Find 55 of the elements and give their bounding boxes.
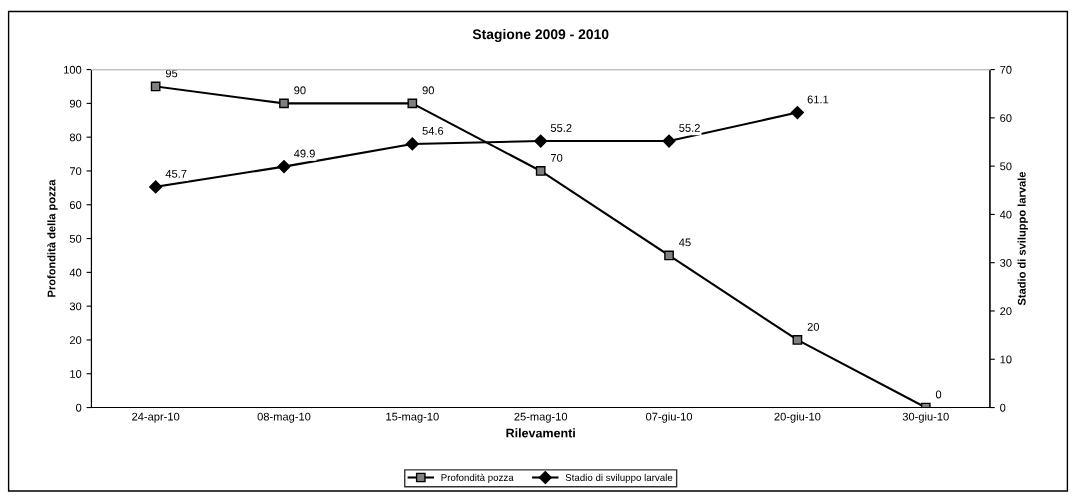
point bbox=[790, 105, 804, 120]
y-tick-label: 20 bbox=[69, 336, 82, 345]
x-tick-label: 20-giu-10 bbox=[774, 412, 821, 423]
point bbox=[407, 98, 418, 109]
y2-tick-label: 20 bbox=[1000, 307, 1012, 316]
x-tick-label: 15-mag-10 bbox=[386, 412, 439, 423]
y-tick-label: 50 bbox=[69, 234, 82, 243]
point bbox=[279, 98, 289, 109]
y-tick-label: 0 bbox=[75, 403, 82, 412]
y-tick-label: 30 bbox=[69, 302, 82, 311]
x-axis-title: Rilevamenti bbox=[506, 428, 575, 438]
point bbox=[277, 160, 291, 174]
data-label: 55.2 bbox=[550, 124, 572, 132]
point bbox=[534, 134, 548, 148]
legend-label: Profondità pozza bbox=[441, 473, 514, 483]
point bbox=[664, 250, 674, 261]
x-tick-label: 25-mag-10 bbox=[514, 412, 568, 423]
data-label: 61.1 bbox=[807, 95, 829, 104]
y-tick-label: 70 bbox=[69, 167, 82, 176]
y-tick-label: 60 bbox=[69, 201, 82, 209]
data-label: 90 bbox=[422, 86, 434, 95]
data-label: 20 bbox=[807, 322, 820, 331]
point bbox=[792, 335, 803, 345]
y2-tick-label: 10 bbox=[1000, 355, 1012, 364]
point bbox=[149, 180, 163, 194]
point bbox=[662, 134, 676, 148]
y-tick-label: 80 bbox=[69, 133, 82, 142]
y2-tick-label: 60 bbox=[1000, 114, 1012, 122]
x-tick-label: 30-giu-10 bbox=[902, 412, 949, 423]
point bbox=[405, 137, 419, 151]
y2-axis-title: Stadio di sviluppo larvale bbox=[1017, 171, 1028, 306]
y-tick-label: 40 bbox=[69, 268, 82, 277]
data-label: 45 bbox=[679, 238, 691, 247]
y2-tick-label: 0 bbox=[1000, 403, 1006, 412]
chart-title: Stagione 2009 - 2010 bbox=[472, 28, 609, 42]
data-label: 55.2 bbox=[679, 124, 700, 132]
data-label: 49.9 bbox=[293, 149, 315, 158]
y2-tick-label: 40 bbox=[999, 210, 1012, 219]
data-label: 54.6 bbox=[422, 126, 444, 135]
y2-tick-label: 70 bbox=[1000, 65, 1012, 74]
x-tick-label: 08-mag-10 bbox=[257, 412, 311, 423]
y-axis-title: Profondità della pozza bbox=[47, 179, 58, 297]
y-tick-label: 90 bbox=[69, 99, 82, 108]
x-tick-label: 07-giu-10 bbox=[646, 412, 693, 423]
data-label: 90 bbox=[294, 86, 306, 95]
data-label: 0 bbox=[935, 390, 942, 399]
x-tick-label: 24-apr-10 bbox=[132, 412, 180, 423]
point bbox=[535, 166, 546, 176]
y2-tick-label: 50 bbox=[1000, 162, 1012, 171]
y-tick-label: 10 bbox=[70, 370, 82, 378]
data-label: 45.7 bbox=[165, 170, 187, 178]
data-label: 70 bbox=[550, 153, 563, 162]
legend-label: Stadio di sviluppo larvale bbox=[565, 473, 673, 483]
y-tick-label: 100 bbox=[64, 65, 82, 74]
y2-tick-label: 30 bbox=[1000, 258, 1012, 267]
